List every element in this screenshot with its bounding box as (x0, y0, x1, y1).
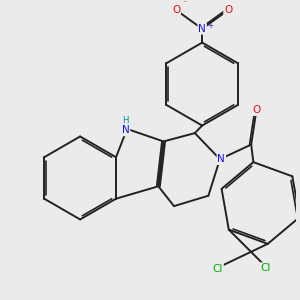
Text: Cl: Cl (261, 263, 271, 273)
Text: H: H (122, 116, 129, 125)
Text: +: + (207, 23, 213, 29)
Text: N: N (218, 154, 225, 164)
Text: O: O (252, 105, 260, 115)
Text: O: O (224, 5, 232, 15)
Text: N: N (198, 24, 206, 34)
Text: O: O (172, 5, 180, 15)
Text: Cl: Cl (213, 264, 223, 274)
Text: N: N (122, 125, 130, 135)
Text: ⁻: ⁻ (182, 0, 187, 8)
